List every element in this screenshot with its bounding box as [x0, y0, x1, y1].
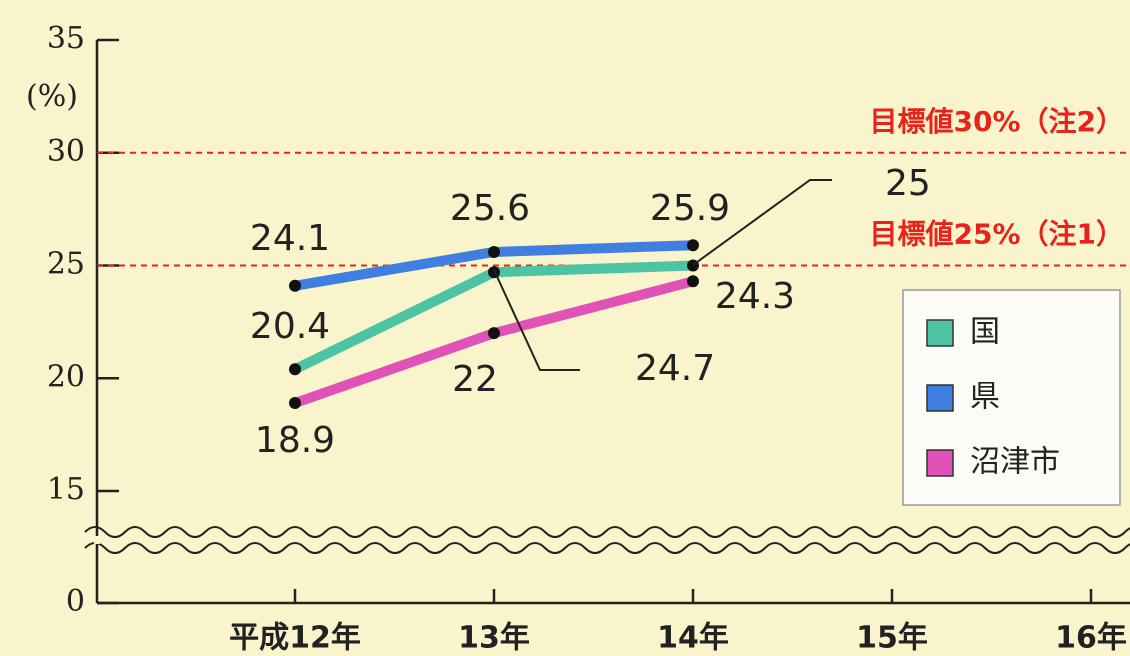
y-tick-label: 0 — [66, 584, 85, 619]
data-label: 25 — [885, 163, 931, 204]
legend-swatch — [926, 384, 954, 412]
data-label: 24.3 — [715, 276, 795, 317]
target-label: 目標値30%（注2） — [869, 105, 1124, 138]
data-label: 18.9 — [255, 420, 335, 461]
point — [687, 239, 699, 252]
point — [289, 363, 301, 376]
y-tick-label: 15 — [47, 472, 85, 507]
data-label: 25.9 — [650, 188, 730, 229]
data-label: 24.1 — [250, 218, 330, 259]
leader-line — [692, 179, 832, 266]
x-tick-label: 14年 — [657, 621, 729, 656]
data-label: 25.6 — [450, 188, 530, 229]
x-tick-label: 平成12年 — [229, 621, 361, 656]
data-label: 24.7 — [635, 348, 715, 389]
y-tick-label: 35 — [47, 21, 85, 56]
x-tick-label: 15年 — [856, 621, 928, 656]
axis-break — [84, 526, 1130, 538]
x-tick-label: 13年 — [458, 621, 530, 656]
y-tick-label: 30 — [47, 134, 85, 169]
y-tick-label: 25 — [47, 247, 85, 282]
data-label: 20.4 — [250, 306, 330, 347]
legend-swatch — [926, 449, 954, 477]
target-label: 目標値25%（注1） — [869, 218, 1124, 251]
legend-swatch — [926, 319, 954, 347]
point — [289, 397, 301, 410]
point — [488, 327, 500, 340]
leader-line — [493, 269, 580, 371]
legend-label: 国 — [970, 315, 1000, 350]
legend-label: 県 — [970, 380, 1000, 415]
point — [488, 245, 500, 258]
legend-label: 沼津市 — [970, 445, 1060, 480]
y-axis-label: (%) — [26, 79, 78, 114]
axis-break — [84, 542, 1130, 554]
point — [289, 279, 301, 292]
series-line — [292, 260, 694, 374]
x-tick-label: 16年 — [1055, 621, 1127, 656]
break-gap — [94, 536, 100, 544]
data-label: 22 — [452, 359, 498, 400]
y-tick-label: 20 — [47, 359, 85, 394]
point — [687, 275, 699, 288]
